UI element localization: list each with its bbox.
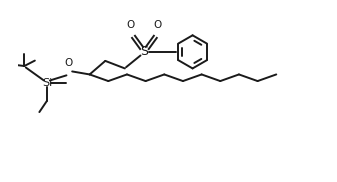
Text: Si: Si: [42, 78, 52, 88]
Text: S: S: [141, 45, 148, 58]
Text: O: O: [154, 20, 162, 30]
Text: O: O: [127, 20, 135, 30]
Text: O: O: [64, 58, 73, 68]
